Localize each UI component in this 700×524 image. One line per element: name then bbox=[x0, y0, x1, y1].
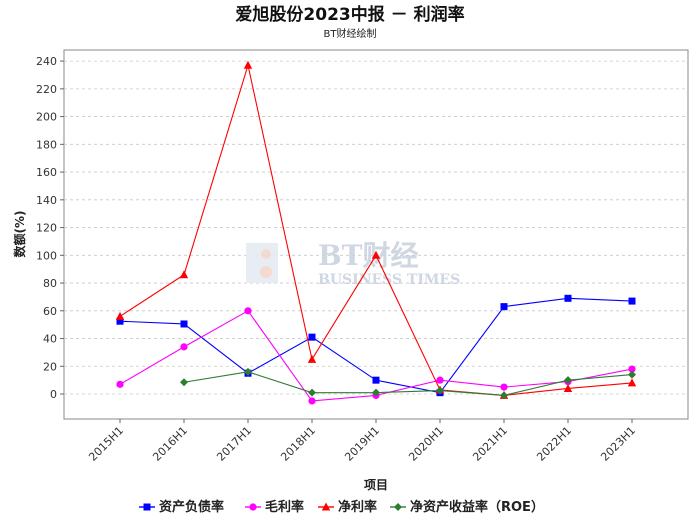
y-tick-label: 200 bbox=[36, 111, 57, 124]
legend-marker bbox=[143, 503, 151, 511]
y-tick-label: 140 bbox=[36, 194, 57, 207]
data-point bbox=[308, 397, 316, 405]
y-tick-label: 220 bbox=[36, 83, 57, 96]
data-point bbox=[115, 311, 125, 320]
x-tick-label: 2018H1 bbox=[278, 424, 318, 464]
x-tick-label: 2022H1 bbox=[534, 424, 574, 464]
x-tick-label: 2019H1 bbox=[342, 424, 382, 464]
legend-marker bbox=[249, 503, 257, 511]
data-point bbox=[244, 367, 252, 376]
y-tick-label: 0 bbox=[50, 388, 57, 401]
data-point bbox=[180, 378, 188, 387]
data-point bbox=[627, 378, 637, 387]
x-tick-label: 2015H1 bbox=[86, 424, 126, 464]
data-point bbox=[563, 383, 573, 392]
data-point bbox=[564, 294, 572, 302]
legend-label: 毛利率 bbox=[265, 499, 304, 515]
y-tick-label: 40 bbox=[43, 333, 57, 346]
watermark: BT财经 BUSINESS TIMES bbox=[246, 239, 460, 288]
data-point bbox=[372, 388, 380, 397]
data-point bbox=[371, 250, 381, 259]
legend: 资产负债率 毛利率 净利率 净资产收益率（ROE） bbox=[139, 499, 544, 515]
x-axis-label: 项目 bbox=[364, 478, 388, 492]
legend-item: 毛利率 bbox=[245, 499, 304, 515]
watermark-logo bbox=[246, 243, 278, 283]
legend-marker bbox=[394, 503, 402, 511]
x-tick-label: 2017H1 bbox=[214, 424, 254, 464]
x-tick-label: 2023H1 bbox=[598, 424, 638, 464]
y-tick-label: 120 bbox=[36, 222, 57, 235]
data-point bbox=[308, 388, 316, 397]
y-axis-label: 数额(%) bbox=[12, 211, 27, 258]
x-axis: 2015H1 2016H1 2017H1 2018H1 2019H1 2020H1 2021… bbox=[86, 419, 638, 464]
data-point bbox=[179, 270, 189, 279]
chart-subtitle: BT财经绘制 bbox=[324, 27, 377, 40]
x-tick-label: 2021H1 bbox=[470, 424, 510, 464]
data-point bbox=[436, 376, 444, 384]
y-tick-label: 240 bbox=[36, 55, 57, 68]
data-point bbox=[116, 317, 124, 325]
data-point bbox=[500, 383, 508, 391]
data-point bbox=[116, 380, 124, 388]
x-tick-label: 2020H1 bbox=[406, 424, 446, 464]
y-axis: 0 20 40 60 80 100 120 140 160 180 200 220 240 bbox=[36, 55, 64, 401]
legend-item: 资产负债率 bbox=[139, 499, 224, 515]
legend-item: 净利率 bbox=[318, 499, 377, 515]
legend-label: 净利率 bbox=[338, 499, 377, 515]
y-tick-label: 180 bbox=[36, 138, 57, 151]
series-layer bbox=[115, 60, 637, 405]
series-line bbox=[183, 371, 633, 396]
data-point bbox=[180, 343, 188, 351]
x-tick-label: 2016H1 bbox=[150, 424, 190, 464]
data-point bbox=[564, 376, 572, 385]
data-point bbox=[500, 303, 508, 311]
data-point bbox=[436, 386, 444, 395]
chart-title: 爱旭股份2023中报 － 利润率 bbox=[235, 4, 464, 25]
series-3 bbox=[180, 367, 636, 400]
legend-label: 资产负债率 bbox=[159, 499, 224, 515]
data-point bbox=[628, 297, 636, 305]
y-tick-label: 100 bbox=[36, 249, 57, 262]
y-tick-label: 80 bbox=[43, 277, 57, 290]
watermark-sub: BUSINESS TIMES bbox=[318, 272, 460, 288]
data-point bbox=[180, 320, 188, 328]
y-tick-label: 160 bbox=[36, 166, 57, 179]
data-point bbox=[628, 370, 636, 379]
data-point bbox=[244, 307, 252, 315]
y-tick-label: 20 bbox=[43, 360, 57, 373]
grid-lines bbox=[64, 60, 688, 395]
legend-marker bbox=[321, 502, 331, 511]
legend-label: 净资产收益率（ROE） bbox=[410, 499, 544, 515]
data-point bbox=[500, 391, 508, 400]
y-tick-label: 60 bbox=[43, 305, 57, 318]
legend-item: 净资产收益率（ROE） bbox=[390, 499, 544, 515]
data-point bbox=[243, 60, 253, 69]
data-point bbox=[308, 333, 316, 341]
watermark-brand: BT财经 bbox=[318, 239, 419, 272]
data-point bbox=[307, 354, 317, 363]
data-point bbox=[628, 365, 636, 373]
plot-area bbox=[63, 49, 689, 420]
data-point bbox=[372, 376, 380, 384]
